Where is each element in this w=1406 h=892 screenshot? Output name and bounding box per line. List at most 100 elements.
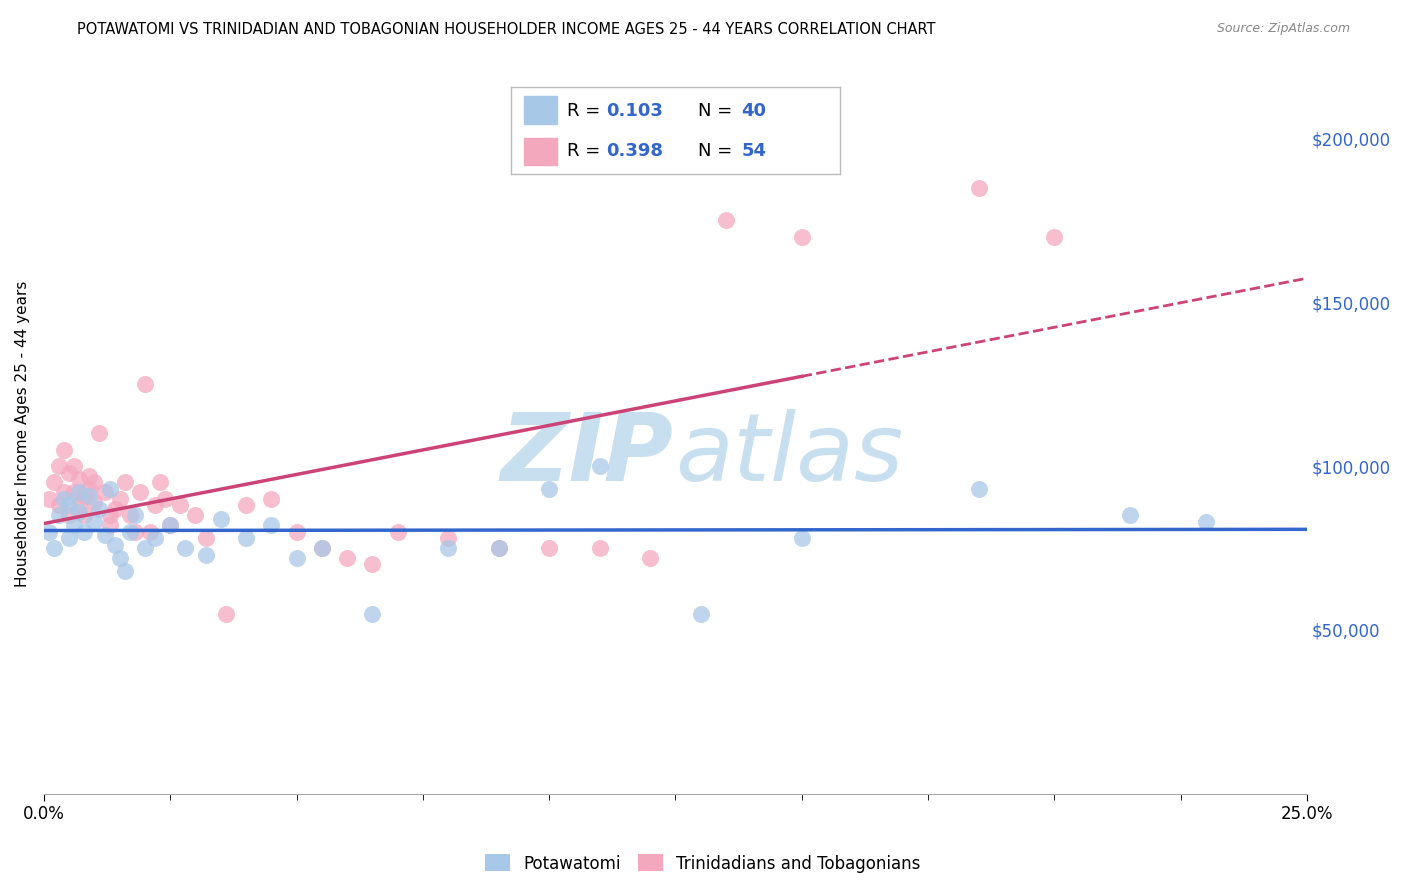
Point bbox=[53, 485, 76, 500]
Point bbox=[48, 508, 70, 523]
Point bbox=[336, 550, 359, 565]
Point bbox=[174, 541, 197, 555]
Point bbox=[134, 377, 156, 392]
Point bbox=[118, 508, 141, 523]
Point bbox=[118, 524, 141, 539]
Point bbox=[38, 524, 60, 539]
Point bbox=[67, 505, 90, 519]
Point bbox=[83, 475, 105, 490]
Point bbox=[79, 489, 101, 503]
Point bbox=[67, 485, 90, 500]
Point bbox=[790, 229, 813, 244]
Point bbox=[488, 541, 510, 555]
Point bbox=[108, 491, 131, 506]
Point bbox=[285, 524, 308, 539]
Point bbox=[104, 538, 127, 552]
Point bbox=[79, 482, 101, 496]
Text: atlas: atlas bbox=[675, 409, 903, 500]
Point bbox=[63, 485, 86, 500]
Point bbox=[79, 469, 101, 483]
Text: POTAWATOMI VS TRINIDADIAN AND TOBAGONIAN HOUSEHOLDER INCOME AGES 25 - 44 YEARS C: POTAWATOMI VS TRINIDADIAN AND TOBAGONIAN… bbox=[77, 22, 936, 37]
Point bbox=[361, 558, 384, 572]
Point bbox=[98, 508, 121, 523]
Point bbox=[73, 489, 96, 503]
Text: Source: ZipAtlas.com: Source: ZipAtlas.com bbox=[1216, 22, 1350, 36]
Point bbox=[53, 442, 76, 457]
Point bbox=[714, 213, 737, 227]
Point bbox=[1119, 508, 1142, 523]
Point bbox=[58, 508, 80, 523]
Point bbox=[58, 466, 80, 480]
Y-axis label: Householder Income Ages 25 - 44 years: Householder Income Ages 25 - 44 years bbox=[15, 280, 30, 587]
Point bbox=[159, 518, 181, 533]
Point bbox=[128, 485, 150, 500]
Point bbox=[387, 524, 409, 539]
Point bbox=[89, 501, 111, 516]
Point bbox=[235, 499, 257, 513]
Point bbox=[967, 482, 990, 496]
Point bbox=[134, 541, 156, 555]
Point bbox=[169, 499, 191, 513]
Point bbox=[488, 541, 510, 555]
Point bbox=[311, 541, 333, 555]
Point bbox=[83, 515, 105, 529]
Point bbox=[361, 607, 384, 621]
Point bbox=[93, 485, 115, 500]
Point bbox=[42, 541, 65, 555]
Point bbox=[53, 491, 76, 506]
Point bbox=[437, 531, 460, 545]
Point bbox=[153, 491, 176, 506]
Point bbox=[89, 426, 111, 441]
Point bbox=[67, 499, 90, 513]
Point bbox=[83, 495, 105, 509]
Point bbox=[589, 541, 612, 555]
Point bbox=[73, 508, 96, 523]
Point bbox=[209, 511, 232, 525]
Point bbox=[104, 501, 127, 516]
Point bbox=[1043, 229, 1066, 244]
Point bbox=[114, 564, 136, 578]
Point bbox=[194, 531, 217, 545]
Point bbox=[108, 550, 131, 565]
Point bbox=[437, 541, 460, 555]
Point bbox=[285, 550, 308, 565]
Point bbox=[114, 475, 136, 490]
Point bbox=[143, 499, 166, 513]
Point bbox=[63, 518, 86, 533]
Point bbox=[538, 541, 561, 555]
Point bbox=[149, 475, 172, 490]
Point bbox=[48, 499, 70, 513]
Point bbox=[73, 524, 96, 539]
Text: ZIP: ZIP bbox=[501, 409, 673, 501]
Point bbox=[93, 528, 115, 542]
Point bbox=[159, 518, 181, 533]
Point bbox=[967, 180, 990, 194]
Point bbox=[215, 607, 238, 621]
Point bbox=[260, 491, 283, 506]
Point bbox=[139, 524, 162, 539]
Point bbox=[42, 475, 65, 490]
Point bbox=[38, 491, 60, 506]
Point bbox=[538, 482, 561, 496]
Point bbox=[58, 499, 80, 513]
Point bbox=[235, 531, 257, 545]
Point bbox=[311, 541, 333, 555]
Point bbox=[98, 518, 121, 533]
Point bbox=[689, 607, 711, 621]
Point bbox=[638, 550, 661, 565]
Point bbox=[63, 459, 86, 474]
Point bbox=[124, 524, 146, 539]
Point bbox=[98, 482, 121, 496]
Point bbox=[48, 459, 70, 474]
Point bbox=[143, 531, 166, 545]
Point bbox=[67, 472, 90, 486]
Point bbox=[194, 548, 217, 562]
Point bbox=[124, 508, 146, 523]
Point bbox=[1195, 515, 1218, 529]
Point bbox=[260, 518, 283, 533]
Point bbox=[58, 531, 80, 545]
Point bbox=[790, 531, 813, 545]
Point bbox=[184, 508, 207, 523]
Legend: Potawatomi, Trinidadians and Tobagonians: Potawatomi, Trinidadians and Tobagonians bbox=[478, 847, 928, 880]
Point bbox=[589, 459, 612, 474]
